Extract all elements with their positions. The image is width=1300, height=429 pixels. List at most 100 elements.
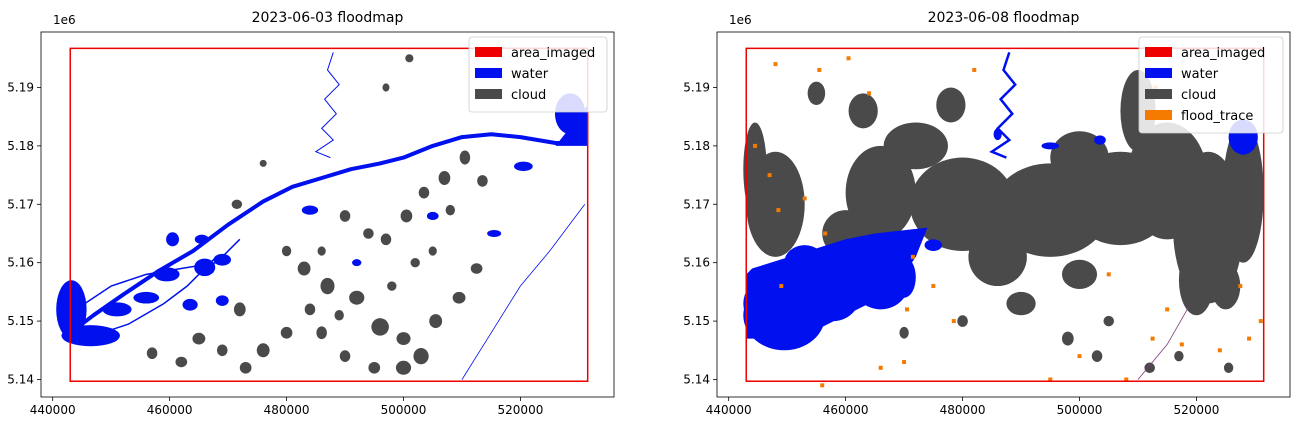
y-tick-label: 5.18 [7, 139, 34, 153]
river-meander [989, 52, 1017, 159]
water-body [153, 267, 180, 282]
cloud-patch [1211, 262, 1241, 310]
cloud-patch [339, 210, 351, 222]
cloud-patch [1061, 259, 1098, 289]
legend-swatch [475, 89, 502, 99]
cloud-patch [320, 277, 335, 295]
flood-trace-patch [1124, 377, 1129, 382]
cloud-patch [280, 326, 293, 339]
cloud-patch [1178, 245, 1214, 316]
cloud-patch [316, 326, 327, 340]
cloud-patch [845, 145, 916, 240]
cloud-patch [899, 326, 909, 339]
cloud-patch [452, 291, 466, 304]
y-tick-label: 5.15 [7, 314, 34, 328]
legend-label: cloud [1181, 88, 1216, 103]
cloud-patch [259, 159, 267, 167]
flood-trace-patch [1077, 354, 1082, 359]
cloud-patch [317, 246, 326, 256]
water-body [56, 280, 87, 339]
y-tick-label: 5.19 [683, 80, 710, 94]
y-offset-label: 1e6 [729, 13, 752, 27]
flood-trace-patch [779, 284, 784, 289]
cloud-patch [418, 186, 430, 199]
flood-trace-patch [1217, 348, 1222, 353]
x-tick-label: 500000 [1057, 403, 1103, 417]
map-panel-1: 440000 460000 480000 500000 520000 5.14 5.15 5.… [7, 10, 615, 417]
flood-trace-patch [773, 62, 778, 67]
flood-trace-patch [817, 67, 822, 72]
cloud-patch [400, 209, 413, 223]
y-tick-label: 5.19 [7, 80, 34, 94]
y-tick-label: 5.15 [683, 314, 710, 328]
y-tick-label: 5.17 [683, 197, 710, 211]
river-channel [68, 132, 585, 335]
cloud-patch [477, 175, 488, 187]
flood-trace-patch [1247, 336, 1252, 341]
cloud-patch [405, 54, 414, 63]
water-body [426, 211, 439, 221]
water-body [301, 205, 319, 215]
cloud-patch [1103, 315, 1115, 327]
legend-label: water [1181, 67, 1219, 82]
cloud-patch [438, 170, 451, 186]
y-tick-label: 5.17 [7, 197, 34, 211]
cloud-patch [909, 157, 1016, 251]
cloud-patch [1174, 350, 1184, 362]
cloud-patch [1223, 362, 1234, 374]
water-body [102, 302, 132, 317]
legend-swatch [475, 68, 502, 78]
y-tick-label: 5.16 [7, 256, 34, 270]
cloud-patch [413, 347, 429, 365]
map-panel-2: 440000 460000 480000 500000 520000 5.14 5.15 5.… [683, 10, 1291, 417]
cloud-patch [429, 314, 443, 329]
cloud-patch [883, 122, 948, 170]
flood-trace-patch [776, 208, 781, 213]
y-tick-label: 5.16 [683, 256, 710, 270]
water-body [182, 298, 198, 311]
water-body [555, 105, 588, 146]
flood-trace-patch [1048, 377, 1053, 382]
water-body [514, 161, 533, 171]
water-body [1094, 135, 1106, 145]
cloud-patch [1006, 291, 1036, 316]
cloud-patch [371, 318, 389, 336]
river-branch [93, 256, 217, 337]
cloud-patch [334, 309, 344, 321]
water-body [924, 239, 943, 251]
cloud-patch [968, 227, 1027, 287]
cloud-patch [175, 356, 188, 368]
flood-trace-patch [1258, 319, 1263, 324]
flood-trace-patch [802, 196, 807, 201]
flood-trace-patch [972, 67, 977, 72]
legend-frame [468, 36, 608, 113]
side-river [1137, 303, 1191, 380]
flood-trace-patch [767, 173, 772, 178]
x-tick-label: 460000 [147, 403, 193, 417]
water-body [213, 253, 232, 266]
cloud-patch [387, 281, 397, 291]
legend-frame [1138, 36, 1284, 134]
water-body [194, 258, 216, 277]
water-body [487, 229, 502, 237]
cloud-patch [428, 246, 437, 256]
water-body [215, 295, 229, 306]
legend-label: area_imaged [1181, 46, 1265, 61]
legend-label: area_imaged [511, 46, 595, 61]
cloud-patch [368, 361, 381, 374]
flood-water [746, 227, 928, 339]
water-body [166, 232, 179, 247]
legend-swatch [475, 47, 502, 57]
flood-trace-patch [931, 284, 936, 289]
cloud-patch [1144, 362, 1155, 374]
legend-swatch [1145, 47, 1172, 57]
x-tick-label: 500000 [381, 403, 427, 417]
chart-title: 2023-06-03 floodmap [252, 10, 404, 26]
x-tick-label: 480000 [264, 403, 310, 417]
cloud-patch [848, 93, 878, 129]
x-tick-label: 460000 [823, 403, 869, 417]
flood-trace-patch [905, 307, 910, 312]
cloud-patch [382, 83, 390, 92]
